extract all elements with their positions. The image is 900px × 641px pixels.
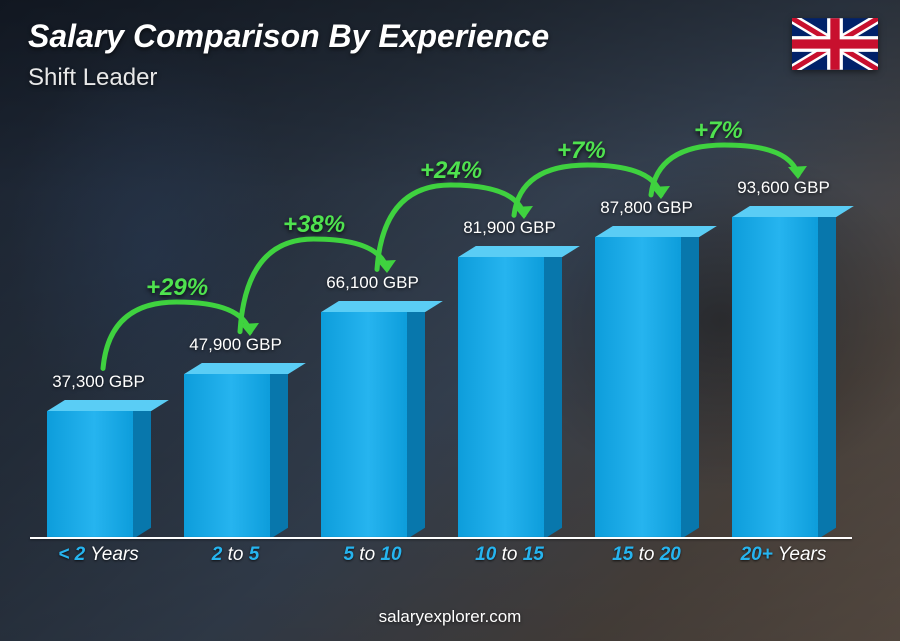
- bar-value-label: 81,900 GBP: [463, 218, 556, 238]
- bar: 66,100 GBP: [321, 301, 425, 539]
- footer-attribution: salaryexplorer.com: [0, 607, 900, 627]
- category-label: < 2 Years: [30, 544, 167, 566]
- bar: 81,900 GBP: [458, 246, 562, 539]
- bar-value-label: 37,300 GBP: [52, 372, 145, 392]
- bar-slot: 47,900 GBP: [167, 120, 304, 539]
- bar-value-label: 87,800 GBP: [600, 198, 693, 218]
- category-label: 2 to 5: [167, 544, 304, 566]
- bar-value-label: 47,900 GBP: [189, 335, 282, 355]
- bar: 93,600 GBP: [732, 206, 836, 539]
- bar: 87,800 GBP: [595, 226, 699, 539]
- category-label: 15 to 20: [578, 544, 715, 566]
- category-labels: < 2 Years2 to 55 to 1010 to 1515 to 2020…: [30, 541, 852, 569]
- bar-slot: 81,900 GBP: [441, 120, 578, 539]
- bar: 47,900 GBP: [184, 363, 288, 539]
- chart-area: 37,300 GBP 47,900 GBP 66,100 GBP 81,900 GBP…: [30, 120, 852, 569]
- bar-value-label: 66,100 GBP: [326, 273, 419, 293]
- infographic-canvas: Salary Comparison By Experience Shift Le…: [0, 0, 900, 641]
- chart-subtitle: Shift Leader: [28, 64, 157, 92]
- bar-slot: 93,600 GBP: [715, 120, 852, 539]
- category-label: 20+ Years: [715, 544, 852, 566]
- bar-slot: 87,800 GBP: [578, 120, 715, 539]
- chart-title: Salary Comparison By Experience: [28, 18, 549, 55]
- bar-container: 37,300 GBP 47,900 GBP 66,100 GBP 81,900 GBP…: [30, 120, 852, 539]
- uk-flag-icon: [792, 18, 878, 70]
- chart-baseline: [30, 537, 852, 539]
- bar: 37,300 GBP: [47, 400, 151, 539]
- category-label: 5 to 10: [304, 544, 441, 566]
- bar-slot: 37,300 GBP: [30, 120, 167, 539]
- bar-value-label: 93,600 GBP: [737, 178, 830, 198]
- category-label: 10 to 15: [441, 544, 578, 566]
- bar-slot: 66,100 GBP: [304, 120, 441, 539]
